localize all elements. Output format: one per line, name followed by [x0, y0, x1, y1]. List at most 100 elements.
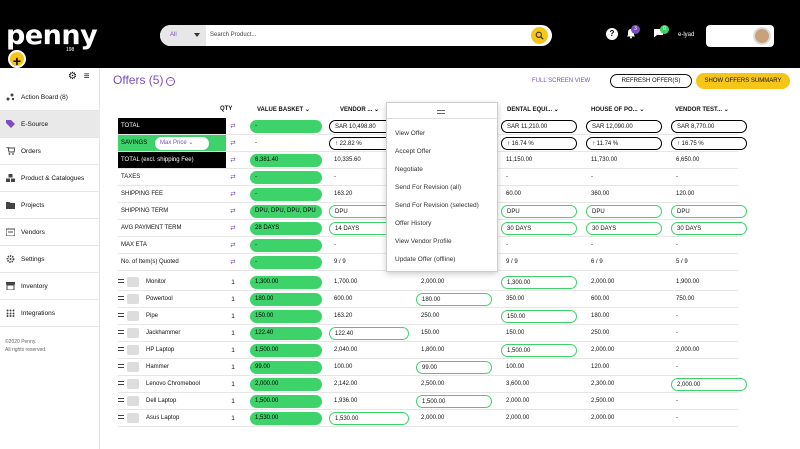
- vendor-price-cell[interactable]: -: [676, 398, 678, 404]
- show-summary-button[interactable]: SHOW OFFERS SUMMARY: [696, 73, 790, 89]
- col-header-vendor-1[interactable]: VENDOR ... ⌄: [340, 107, 380, 113]
- product-row[interactable]: Dell Laptop 1 1,500.00 1,936.00 1,500.00 2,00…: [100, 393, 800, 410]
- sidebar-item-products[interactable]: Product & Catalogues: [0, 165, 100, 192]
- vendor-cell[interactable]: 11,730.00: [591, 157, 618, 163]
- vendor-cell[interactable]: 6 / 9: [591, 259, 603, 265]
- vendor-price-cell[interactable]: -: [676, 330, 678, 336]
- vendor-price-cell[interactable]: 2,000.00: [506, 398, 530, 404]
- penny-logo[interactable]: penny: [6, 20, 98, 51]
- vendor-price-cell[interactable]: 1,700.00: [334, 279, 358, 285]
- drag-handle-icon[interactable]: [118, 381, 124, 387]
- vendor-price-cell[interactable]: 1,300.00: [501, 276, 577, 289]
- vendor-price-cell[interactable]: -: [676, 313, 678, 319]
- col-header-dental[interactable]: DENTAL EQUI... ⌄: [507, 107, 559, 113]
- menu-item-negotiate[interactable]: Negotiate: [395, 166, 423, 173]
- vendor-price-cell[interactable]: 1,800.00: [421, 347, 445, 353]
- vendor-price-cell[interactable]: 180.00: [416, 293, 492, 306]
- vendor-price-cell[interactable]: 3,600.00: [506, 381, 530, 387]
- vendor-cell[interactable]: -: [591, 174, 593, 180]
- vendor-cell[interactable]: 11,150.00: [506, 157, 533, 163]
- product-row[interactable]: Jackhammer 1 122.40 122.40 150.00 150.00 250.0…: [100, 325, 800, 342]
- vendor-cell[interactable]: -: [591, 242, 593, 248]
- vendor-price-cell[interactable]: 150.00: [501, 310, 577, 323]
- vendor-price-cell[interactable]: 1,900.00: [676, 279, 700, 285]
- product-row[interactable]: Hammer 1 99.00 100.00 99.00 100.00 120.00 -: [100, 359, 800, 376]
- vendor-cell[interactable]: 120.00: [676, 191, 695, 197]
- savings-select[interactable]: Max Price ⌄: [155, 137, 209, 150]
- vendor-cell[interactable]: DPU: [501, 205, 577, 218]
- drag-handle-icon[interactable]: [118, 330, 124, 336]
- avatar[interactable]: [753, 27, 771, 45]
- search-bar[interactable]: All Search Product...: [160, 25, 552, 46]
- sidebar-item-e-source[interactable]: E-Source: [0, 111, 100, 138]
- vendor-cell[interactable]: -: [334, 174, 336, 180]
- vendor-price-cell[interactable]: 2,000.00: [676, 347, 700, 353]
- vendor-cell[interactable]: -: [506, 174, 508, 180]
- vendor-price-cell[interactable]: 2,500.00: [421, 381, 445, 387]
- vendor-cell[interactable]: 5 / 9: [676, 259, 688, 265]
- vendor-cell[interactable]: 60.00: [506, 191, 522, 197]
- drag-handle-icon[interactable]: [118, 313, 124, 319]
- col-header-vendor-test[interactable]: VENDOR TEST... ⌄: [675, 107, 729, 113]
- vendor-price-cell[interactable]: 1,500.00: [501, 344, 577, 357]
- transfer-icon[interactable]: ⇄: [230, 191, 236, 198]
- vendor-price-cell[interactable]: 2,040.00: [334, 347, 358, 353]
- search-button[interactable]: [531, 27, 548, 44]
- vendor-price-cell[interactable]: 180.00: [591, 313, 610, 319]
- collapse-circle-icon[interactable]: −: [166, 77, 176, 86]
- sidebar-item-orders[interactable]: Orders: [0, 138, 100, 165]
- full-screen-link[interactable]: FULL SCREEN VIEW: [532, 78, 591, 84]
- product-row[interactable]: Pipe 1 150.00 163.20 250.00 150.00 180.00 -: [100, 308, 800, 325]
- vendor-price-cell[interactable]: 2,142.00: [334, 381, 358, 387]
- vendor-cell[interactable]: -: [334, 242, 336, 248]
- sidebar-item-integrations[interactable]: Integrations: [0, 300, 100, 327]
- vendor-cell[interactable]: 30 DAYS: [671, 222, 747, 235]
- vendor-cell[interactable]: 30 DAYS: [501, 222, 577, 235]
- drag-handle-icon[interactable]: [118, 415, 124, 421]
- vendor-price-cell[interactable]: 350.00: [506, 296, 525, 302]
- vendor-price-cell[interactable]: -: [676, 415, 678, 421]
- transfer-icon[interactable]: ⇄: [230, 140, 236, 147]
- product-row[interactable]: Monitor 1 1,300.00 1,700.00 2,000.00 1,300.00…: [100, 274, 800, 291]
- vendor-price-cell[interactable]: 120.00: [591, 364, 610, 370]
- vendor-price-cell[interactable]: 2,000.00: [671, 378, 747, 391]
- vendor-cell[interactable]: -: [676, 174, 678, 180]
- search-input[interactable]: Search Product...: [210, 32, 257, 38]
- vendor-cell[interactable]: SAR 12,090.00: [586, 120, 662, 133]
- search-category-select[interactable]: All: [160, 25, 206, 46]
- vendor-price-cell[interactable]: 122.40: [329, 327, 409, 340]
- transfer-icon[interactable]: ⇄: [230, 174, 236, 181]
- vendor-cell[interactable]: 10,335.60: [334, 157, 361, 163]
- transfer-icon[interactable]: ⇄: [230, 123, 236, 130]
- menu-item-view-offer[interactable]: View Offer: [395, 130, 426, 137]
- vendor-price-cell[interactable]: 250.00: [421, 313, 440, 319]
- vendor-cell[interactable]: 163.20: [334, 191, 353, 197]
- vendor-cell[interactable]: SAR 11,210.00: [501, 120, 577, 133]
- vendor-cell[interactable]: -: [676, 242, 678, 248]
- vendor-price-cell[interactable]: 2,000.00: [506, 415, 530, 421]
- vendor-price-cell[interactable]: 100.00: [334, 364, 353, 370]
- sidebar-item-projects[interactable]: Projects: [0, 192, 100, 219]
- drag-handle-icon[interactable]: [118, 398, 124, 404]
- drag-handle-icon[interactable]: [118, 347, 124, 353]
- vendor-price-cell[interactable]: 750.00: [676, 296, 695, 302]
- vendor-price-cell[interactable]: -: [676, 364, 678, 370]
- vendor-price-cell[interactable]: 150.00: [506, 330, 525, 336]
- vendor-price-cell[interactable]: 250.00: [591, 330, 610, 336]
- transfer-icon[interactable]: ⇄: [230, 259, 236, 266]
- sidebar-item-settings[interactable]: Settings: [0, 246, 100, 273]
- menu-item-accept-offer[interactable]: Accept Offer: [395, 148, 432, 155]
- vendor-price-cell[interactable]: 1,500.00: [416, 395, 492, 408]
- sidebar-item-vendors[interactable]: Vendors: [0, 219, 100, 246]
- menu-item-vendor-profile[interactable]: View Vendor Profile: [395, 238, 452, 245]
- vendor-cell[interactable]: 360.00: [591, 191, 610, 197]
- menu-item-update-offline[interactable]: Update Offer (offline): [395, 256, 456, 263]
- menu-item-offer-history[interactable]: Offer History: [395, 220, 432, 227]
- vendor-price-cell[interactable]: 2,000.00: [421, 415, 445, 421]
- vendor-price-cell[interactable]: 2,000.00: [591, 279, 615, 285]
- vendor-price-cell[interactable]: 2,300.00: [591, 381, 615, 387]
- vendor-price-cell[interactable]: 600.00: [334, 296, 353, 302]
- transfer-icon[interactable]: ⇄: [230, 225, 236, 232]
- vendor-price-cell[interactable]: 2,000.00: [421, 279, 445, 285]
- vendor-cell[interactable]: 6,650.00: [676, 157, 700, 163]
